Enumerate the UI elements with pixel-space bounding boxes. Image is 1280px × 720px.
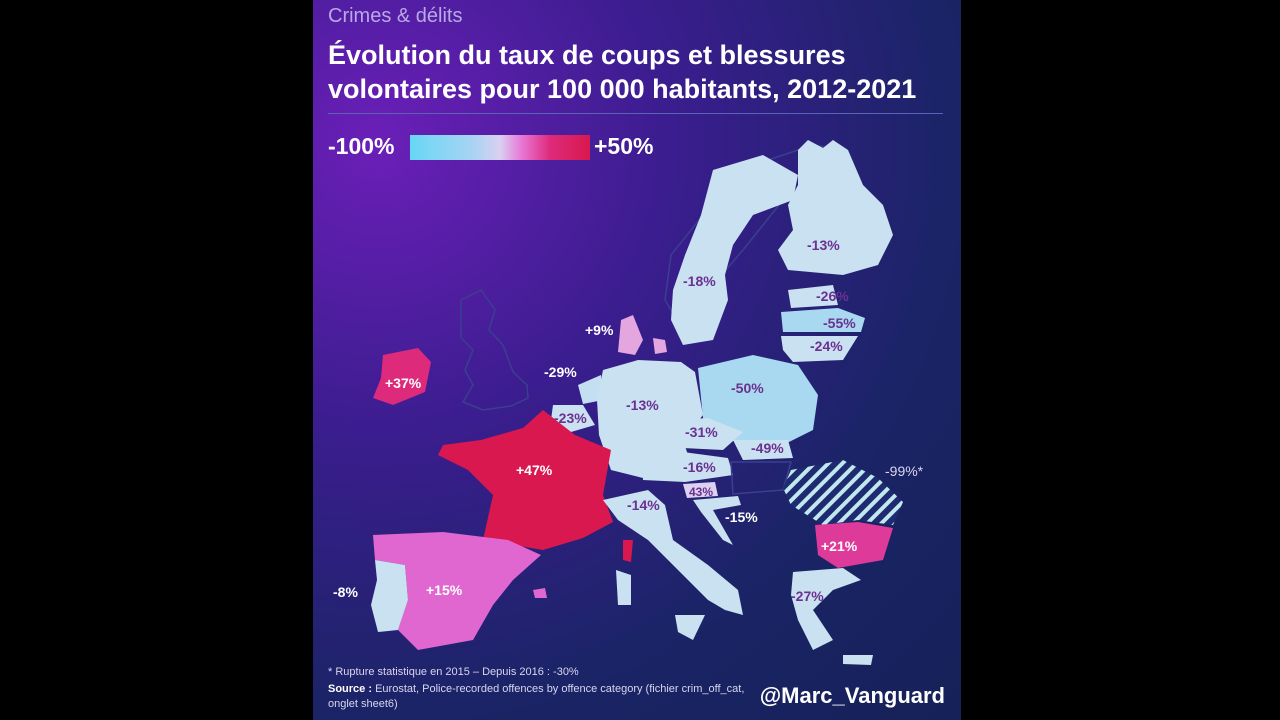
label-sweden: -18% — [683, 273, 716, 289]
label-finland: -13% — [807, 237, 840, 253]
region-france — [438, 410, 633, 562]
label-portugal: -8% — [333, 584, 358, 600]
region-czechia — [673, 418, 743, 450]
source-label: Source : — [328, 683, 373, 695]
label-greece: -27% — [791, 588, 824, 604]
footnote: * Rupture statistique en 2015 – Depuis 2… — [328, 666, 579, 678]
label-estonia: -26% — [816, 288, 849, 304]
region-hungary — [730, 461, 792, 495]
label-france: +47% — [516, 462, 553, 478]
label-latvia: -55% — [823, 315, 856, 331]
category-label: Crimes & délits — [328, 5, 463, 27]
map-title: Évolution du taux de coups et blessures … — [328, 40, 917, 104]
europe-map — [371, 140, 903, 665]
region-finland — [778, 140, 893, 275]
label-romania: -99%* — [885, 463, 924, 479]
label-slovakia: -49% — [751, 440, 784, 456]
region-slovakia — [733, 440, 793, 460]
region-italy — [603, 490, 743, 640]
label-belgium: -23% — [554, 410, 587, 426]
label-bulgaria: +21% — [821, 538, 858, 554]
infographic-panel: Crimes & délits Évolution du taux de cou… — [313, 0, 961, 720]
label-croatia: -15% — [725, 509, 758, 525]
title-divider — [328, 113, 943, 114]
legend-min-label: -100% — [328, 133, 395, 159]
label-netherlands: -29% — [544, 364, 577, 380]
label-austria: -16% — [683, 459, 716, 475]
region-germany — [597, 360, 703, 478]
region-estonia — [788, 285, 838, 308]
region-slovenia — [683, 482, 718, 498]
region-lithuania — [781, 336, 858, 362]
region-uk — [460, 289, 529, 411]
region-netherlands — [578, 375, 603, 404]
legend-color-scale — [410, 135, 590, 160]
label-poland: -50% — [731, 380, 764, 396]
label-spain: +15% — [426, 582, 463, 598]
region-greece — [791, 568, 873, 665]
region-denmark — [618, 315, 667, 355]
source-note: Source : Eurostat, Police-recorded offen… — [328, 682, 748, 712]
label-slovenia: 43% — [689, 485, 713, 499]
label-germany: -13% — [626, 397, 659, 413]
label-ireland: +37% — [385, 375, 422, 391]
region-romania — [783, 460, 903, 525]
region-croatia — [693, 496, 741, 545]
label-lithuania: -24% — [810, 338, 843, 354]
region-latvia — [781, 308, 865, 332]
map-labels: -13% -18% +9% -26% -55% -24% +37% -29% -… — [333, 237, 924, 604]
region-sweden — [671, 155, 798, 345]
region-bulgaria — [815, 522, 893, 568]
source-text: Eurostat, Police-recorded offences by of… — [328, 683, 745, 710]
region-austria — [643, 452, 733, 482]
legend-max-label: +50% — [594, 133, 654, 159]
region-ireland — [373, 348, 431, 405]
label-denmark: +9% — [585, 322, 614, 338]
author-handle: @Marc_Vanguard — [759, 683, 945, 708]
region-spain — [373, 532, 547, 650]
region-poland — [698, 355, 818, 445]
label-czechia: -31% — [685, 424, 718, 440]
label-italy: -14% — [627, 497, 660, 513]
region-portugal — [371, 560, 408, 632]
